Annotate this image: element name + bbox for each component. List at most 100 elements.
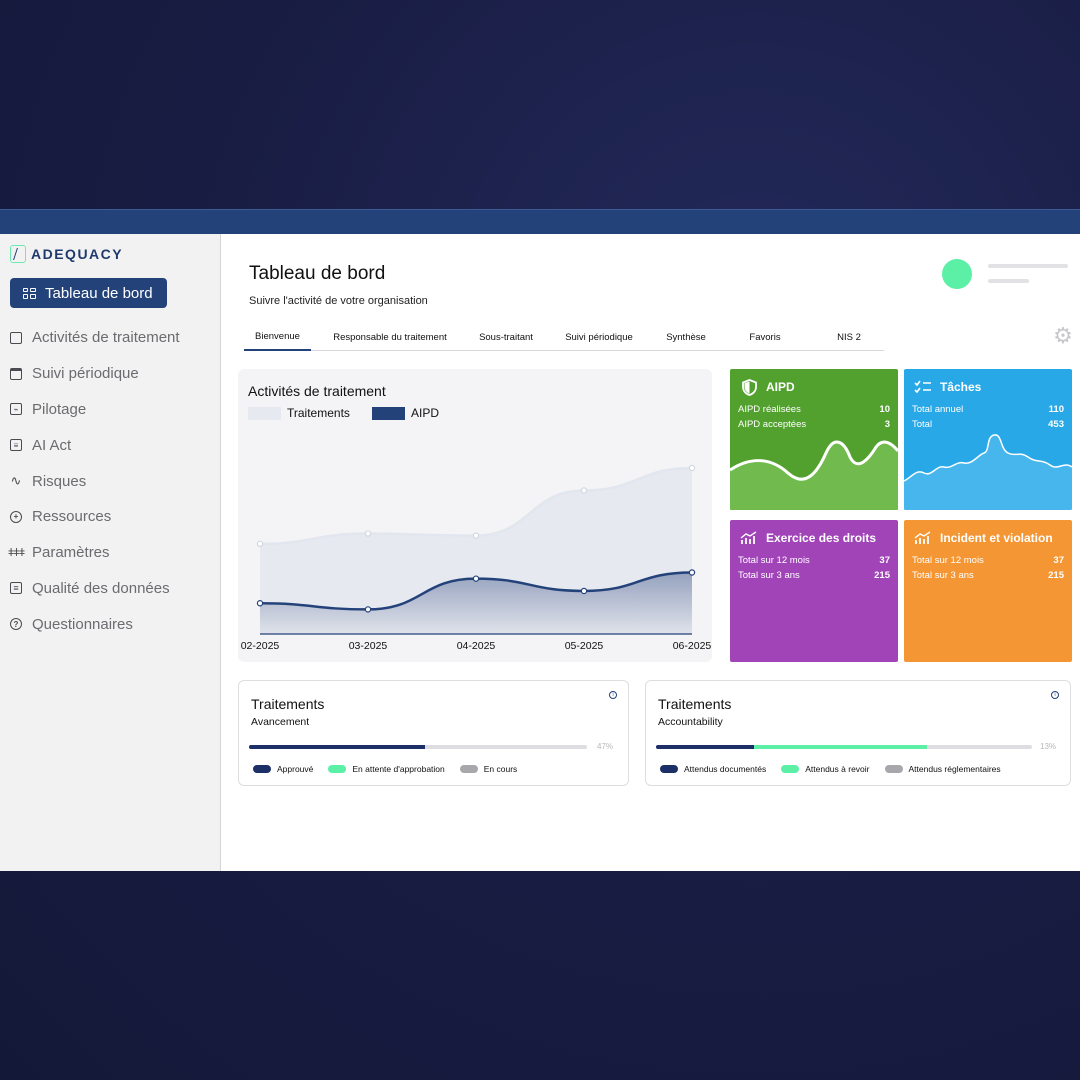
sidebar-item-risques[interactable]: ∿ Risques xyxy=(10,463,180,499)
sidebar-item-tableau-de-bord[interactable]: Tableau de bord xyxy=(10,278,167,308)
tile-row-label: Total sur 12 mois xyxy=(738,555,810,566)
tile-row-label: Total annuel xyxy=(912,404,964,415)
aipd-sparkline xyxy=(730,440,898,510)
sidebar-item-activites[interactable]: Activités de traitement xyxy=(10,320,180,356)
sidebar-item-parametres[interactable]: ǂǂǂ Paramètres xyxy=(8,535,180,571)
kpi-title: Traitements xyxy=(658,696,732,712)
tab-nis2[interactable]: NIS 2 xyxy=(837,331,861,343)
data-point-aipd-1[interactable] xyxy=(364,606,372,613)
tile-title: Incident et violation xyxy=(940,531,1053,545)
kpi-progress-segment-0 xyxy=(249,745,425,749)
tile-row-label: Total sur 12 mois xyxy=(912,555,984,566)
sidebar-item-questionnaires[interactable]: ? Questionnaires xyxy=(10,606,180,642)
activities-chart-plot: 02-2025 03-2025 04-2025 05-2025 06-2025 xyxy=(241,464,711,652)
chart-title: Activités de traitement xyxy=(248,383,386,399)
data-point-traitements-1[interactable] xyxy=(364,530,372,537)
data-point-traitements-3[interactable] xyxy=(580,487,588,494)
adequacy-logo-icon xyxy=(10,245,26,263)
main-content: Tableau de bord Suivre l'activité de vot… xyxy=(222,234,1080,871)
window-top-bar xyxy=(0,209,1080,234)
gear-icon[interactable]: ⚙ xyxy=(1053,323,1073,348)
tile-row-label: Total sur 3 ans xyxy=(912,570,974,581)
tile-row: Total 453 xyxy=(912,419,1064,430)
tile-incident-violation[interactable]: Incident et violation Total sur 12 mois … xyxy=(904,520,1072,662)
data-point-traitements-0[interactable] xyxy=(256,540,264,547)
tile-row-value: 37 xyxy=(1053,555,1064,566)
data-point-aipd-4[interactable] xyxy=(688,569,696,576)
legend-dot xyxy=(884,765,903,773)
legend-label: Attendus réglementaires xyxy=(908,764,1001,774)
sidebar-item-label: Questionnaires xyxy=(32,615,133,633)
tab-bienvenue[interactable]: Bienvenue xyxy=(244,323,311,351)
sidebar: ADEQUACY Tableau de bord Activités de tr… xyxy=(0,234,221,871)
user-name-placeholder xyxy=(988,264,1068,268)
globe-icon: + xyxy=(10,510,22,523)
legend-traitements: Traitements xyxy=(248,406,350,420)
data-point-traitements-4[interactable] xyxy=(688,464,696,472)
data-point-aipd-0[interactable] xyxy=(256,600,264,607)
tab-favoris[interactable]: Favoris xyxy=(749,331,781,343)
tile-row-value: 10 xyxy=(879,404,890,415)
data-point-aipd-3[interactable] xyxy=(580,587,588,595)
tile-row-value: 453 xyxy=(1048,419,1064,430)
tile-row-label: Total xyxy=(912,419,933,430)
tile-row-value: 215 xyxy=(874,570,890,581)
tile-taches[interactable]: Tâches Total annuel 110 Total 453 xyxy=(904,369,1072,510)
database-icon: ≡ xyxy=(10,582,22,595)
sidebar-item-ressources[interactable]: + Ressources xyxy=(10,499,180,535)
logo: ADEQUACY xyxy=(10,244,123,264)
sidebar-item-suivi-periodique[interactable]: Suivi périodique xyxy=(10,356,180,392)
sidebar-item-label: Tableau de bord xyxy=(45,284,153,302)
sidebar-item-label: Suivi périodique xyxy=(32,365,139,383)
legend-swatch-aipd xyxy=(372,406,405,420)
bar-trend-icon xyxy=(740,530,758,546)
kpi-progress-bar xyxy=(656,745,1032,749)
kpi-legend-item: Attendus réglementaires xyxy=(884,764,1001,774)
tile-title: Tâches xyxy=(940,380,982,394)
tile-droits-header: Exercice des droits xyxy=(740,530,876,546)
sidebar-item-pilotage[interactable]: ⌁ Pilotage xyxy=(10,392,180,428)
legend-label: Attendus à revoir xyxy=(805,764,870,774)
calendar-icon xyxy=(10,367,22,380)
tab-synthese[interactable]: Synthèse xyxy=(666,331,706,343)
tab-responsable[interactable]: Responsable du traitement xyxy=(333,331,447,343)
page-subtitle: Suivre l'activité de votre organisation xyxy=(249,295,428,307)
tile-row-label: AIPD réalisées xyxy=(738,404,801,415)
sidebar-item-label: Activités de traitement xyxy=(32,329,180,347)
tile-row: AIPD réalisées 10 xyxy=(738,404,890,415)
tab-suivi-periodique[interactable]: Suivi périodique xyxy=(565,331,633,343)
kpi-title: Traitements xyxy=(251,696,325,712)
legend-label: Traitements xyxy=(287,406,350,420)
info-icon[interactable]: i xyxy=(609,691,617,699)
taches-sparkline xyxy=(904,434,1072,510)
legend-dot xyxy=(459,765,478,773)
tile-row: Total sur 3 ans 215 xyxy=(738,570,890,581)
legend-dot xyxy=(328,765,347,773)
kpi-percent: 13% xyxy=(1040,742,1057,751)
tile-title: AIPD xyxy=(766,380,795,394)
info-icon[interactable]: i xyxy=(1051,691,1059,699)
bar-trend-icon xyxy=(914,530,932,546)
kpi-subtitle: Accountability xyxy=(658,716,723,728)
tile-aipd[interactable]: AIPD AIPD réalisées 10 AIPD acceptées 3 xyxy=(730,369,898,510)
tile-incident-header: Incident et violation xyxy=(914,530,1053,546)
tile-row-value: 215 xyxy=(1048,570,1064,581)
kpi-legend-item: Approuvé xyxy=(253,764,313,774)
kpi-progress-bar xyxy=(249,745,587,749)
tab-sous-traitant[interactable]: Sous-traitant xyxy=(479,331,533,343)
kpi-legend: Approuvé En attente d'approbation En cou… xyxy=(253,764,532,774)
sidebar-item-ai-act[interactable]: ≡ AI Act xyxy=(10,427,180,463)
data-point-traitements-2[interactable] xyxy=(472,532,480,539)
dashboard-icon xyxy=(23,287,36,299)
kpi-legend-item: En attente d'approbation xyxy=(328,764,445,774)
document-icon: ≡ xyxy=(10,439,22,452)
legend-dot xyxy=(781,765,800,773)
shield-icon xyxy=(740,378,758,396)
legend-swatch-traitements xyxy=(248,406,281,420)
sidebar-item-label: Pilotage xyxy=(32,400,87,418)
tile-exercice-droits[interactable]: Exercice des droits Total sur 12 mois 37… xyxy=(730,520,898,662)
sidebar-item-qualite[interactable]: ≡ Qualité des données xyxy=(10,571,180,607)
sidebar-item-label: AI Act xyxy=(32,436,72,454)
avatar[interactable] xyxy=(942,259,972,289)
data-point-aipd-2[interactable] xyxy=(472,575,480,582)
